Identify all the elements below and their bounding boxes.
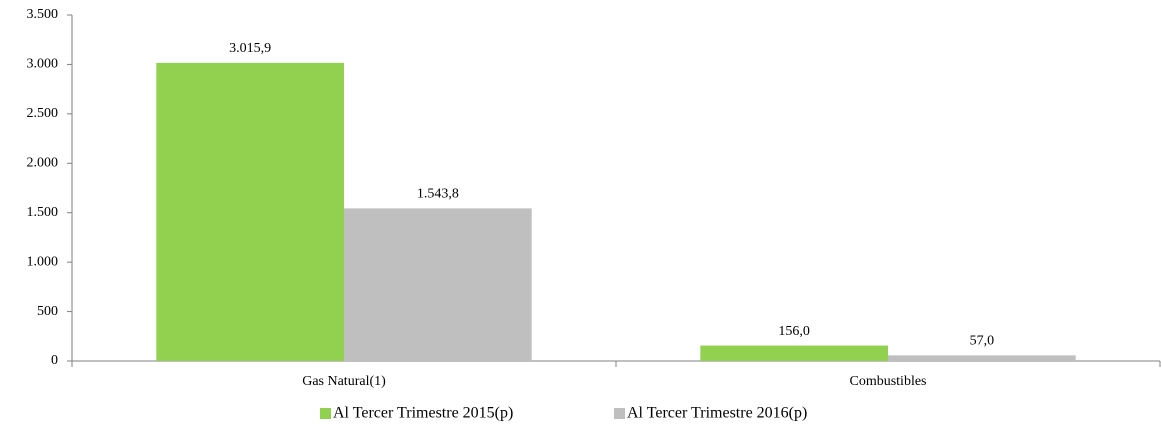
- y-tick-label: 500: [37, 304, 58, 319]
- y-tick-label: 3.500: [27, 7, 59, 22]
- bar: [344, 208, 532, 361]
- legend-swatch: [320, 408, 331, 419]
- legend-label: Al Tercer Trimestre 2015(p): [333, 405, 513, 422]
- y-tick-label: 3.000: [27, 57, 59, 72]
- data-label: 1.543,8: [417, 187, 459, 202]
- y-tick-label: 0: [51, 353, 58, 368]
- legend-label: Al Tercer Trimestre 2016(p): [627, 405, 807, 422]
- bar: [700, 345, 888, 361]
- y-tick-label: 2.500: [27, 106, 59, 121]
- y-tick-label: 2.000: [27, 156, 59, 171]
- y-tick-label: 1.500: [27, 205, 59, 220]
- y-tick-label: 1.000: [27, 254, 59, 269]
- x-tick-label: Combustibles: [849, 374, 926, 389]
- data-label: 57,0: [970, 334, 995, 349]
- bar: [888, 355, 1076, 361]
- bar: [156, 62, 344, 361]
- data-label: 3.015,9: [229, 41, 271, 56]
- data-label: 156,0: [778, 324, 810, 339]
- legend-swatch: [614, 408, 625, 419]
- x-tick-label: Gas Natural(1): [302, 374, 386, 389]
